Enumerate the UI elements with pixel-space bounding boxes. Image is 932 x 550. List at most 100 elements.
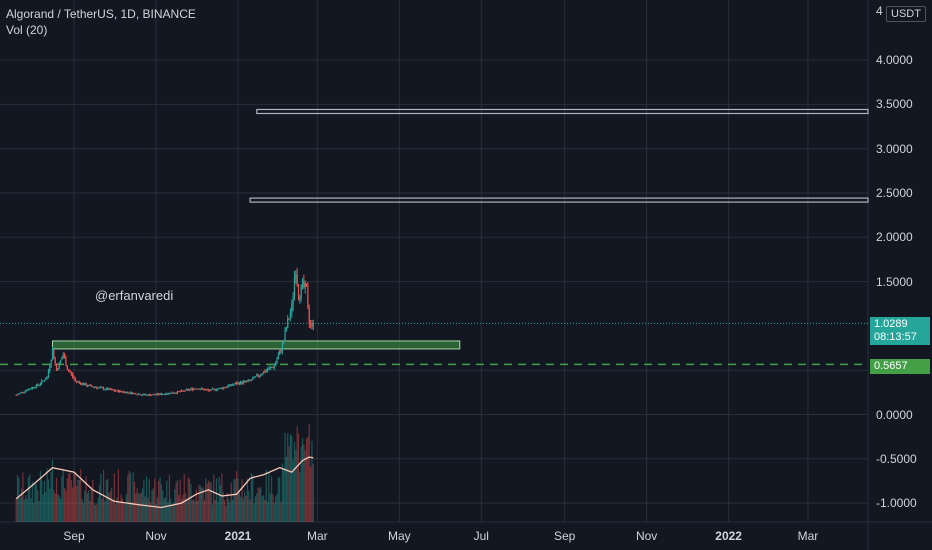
- volume-bar: [20, 488, 23, 522]
- candle-body: [244, 380, 246, 382]
- volume-bar: [49, 488, 51, 522]
- volume-bar: [117, 469, 119, 522]
- volume-bar: [37, 490, 39, 522]
- volume-bar: [45, 492, 47, 522]
- candle-body: [277, 354, 279, 360]
- candle-body: [159, 393, 161, 395]
- time-tick-label: Nov: [635, 529, 658, 543]
- volume-bar: [101, 498, 103, 522]
- candle-body: [96, 387, 98, 389]
- volume-bar: [158, 480, 160, 522]
- volume-bar: [201, 487, 203, 522]
- candle-body: [240, 381, 242, 385]
- candle-body: [285, 327, 287, 331]
- volume-bar: [195, 489, 197, 522]
- volume-bar: [97, 497, 99, 522]
- candle-body: [288, 318, 290, 320]
- volume-bar: [238, 492, 240, 522]
- candle-body: [197, 388, 199, 390]
- candle-body: [167, 392, 169, 394]
- last-price-tag: 1.0289 08:13:57: [870, 317, 930, 345]
- candle-body: [189, 389, 191, 391]
- volume-bar: [131, 501, 133, 522]
- candle-body: [25, 390, 27, 392]
- candle-body: [92, 386, 94, 388]
- volume-bar: [160, 484, 162, 522]
- candle-body: [31, 387, 33, 389]
- candle-body: [209, 390, 211, 392]
- candle-body: [120, 390, 122, 392]
- volume-bar: [124, 504, 126, 522]
- candle-body: [117, 390, 119, 393]
- volume-bar: [241, 478, 243, 522]
- candle-body: [174, 392, 176, 394]
- author-watermark: @erfanvaredi: [95, 288, 174, 303]
- candle-body: [232, 384, 234, 386]
- volume-bar: [292, 459, 294, 522]
- candle-body: [308, 308, 310, 325]
- candle-body: [94, 386, 97, 388]
- volume-bar: [53, 489, 55, 522]
- volume-bar: [94, 505, 97, 522]
- volume-bar: [287, 433, 289, 522]
- volume-bar: [144, 496, 146, 522]
- symbol-title[interactable]: Algorand / TetherUS, 1D, BINANCE: [6, 7, 196, 21]
- volume-bar: [248, 490, 250, 522]
- candle-body: [184, 389, 187, 392]
- candle-body: [58, 362, 60, 369]
- currency-button[interactable]: USDT: [886, 6, 926, 22]
- candle-body: [39, 383, 41, 385]
- volume-bar: [109, 491, 111, 522]
- volume-bar: [29, 474, 31, 522]
- candle-body: [160, 393, 162, 395]
- time-tick-label: 2022: [715, 529, 742, 543]
- price-tick-label: 2.5000: [876, 186, 913, 200]
- candle-body: [150, 394, 152, 396]
- candle-body: [254, 376, 257, 378]
- candle-body: [116, 390, 118, 392]
- volume-indicator-label[interactable]: Vol (20): [6, 23, 48, 37]
- volume-bar: [84, 490, 86, 522]
- volume-bar: [85, 476, 87, 522]
- volume-bar: [254, 496, 257, 522]
- volume-bar: [121, 498, 123, 522]
- candle-body: [272, 367, 274, 369]
- candle-body: [37, 384, 39, 386]
- volume-bar: [194, 501, 196, 522]
- candle-body: [85, 383, 87, 387]
- candle-body: [210, 388, 212, 391]
- volume-bar: [166, 480, 168, 522]
- volume-bar: [39, 471, 41, 522]
- volume-bar: [183, 474, 185, 522]
- volume-bar: [297, 433, 300, 522]
- volume-bar: [25, 494, 27, 522]
- candle-body: [198, 388, 200, 390]
- volume-bar: [119, 502, 121, 522]
- time-tick-label: Mar: [797, 529, 819, 543]
- volume-bar: [271, 476, 273, 522]
- volume-bar: [50, 471, 52, 522]
- volume-bar: [42, 494, 44, 522]
- candle-body: [304, 283, 306, 288]
- time-tick-label: May: [387, 529, 411, 543]
- candle-body: [296, 274, 298, 286]
- volume-bar: [105, 479, 107, 522]
- volume-bar: [279, 477, 281, 522]
- candle-body: [76, 380, 78, 382]
- volume-bar: [249, 499, 251, 522]
- candle-body: [152, 394, 154, 396]
- volume-bar: [189, 479, 191, 522]
- candle-body: [218, 387, 220, 389]
- volume-bar: [90, 486, 93, 522]
- volume-bar: [120, 494, 122, 522]
- time-tick-label: 2021: [224, 529, 252, 543]
- candle-body: [292, 295, 294, 305]
- candle-body: [156, 393, 158, 395]
- volume-bar: [139, 493, 141, 522]
- volume-bar: [205, 478, 207, 522]
- volume-bar: [213, 474, 215, 522]
- volume-bar: [215, 478, 218, 522]
- volume-bar: [132, 472, 134, 522]
- volume-bar: [301, 437, 304, 522]
